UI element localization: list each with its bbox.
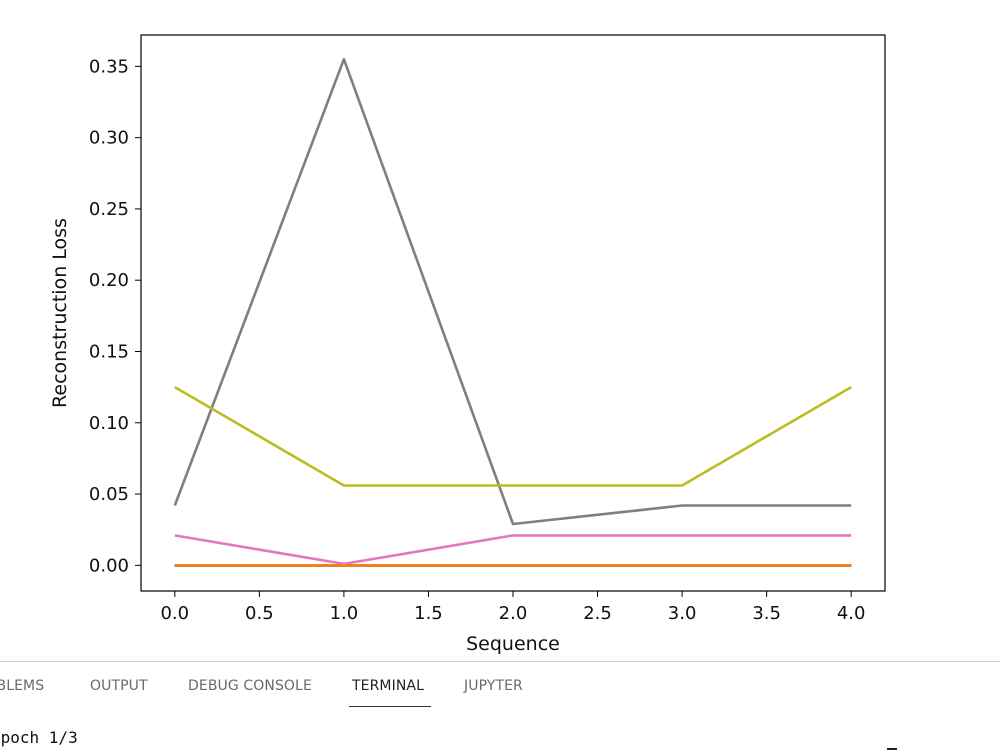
x-tick-label: 3.5: [752, 603, 781, 624]
series-line-7: [174, 385, 852, 487]
x-tick-label: 0.5: [245, 603, 274, 624]
y-tick-label: 0.35: [89, 56, 129, 77]
tab-problems[interactable]: PROBLEMS: [0, 678, 45, 694]
x-tick-label: 1.5: [414, 603, 443, 624]
y-tick-label: 0.00: [89, 555, 129, 576]
line-chart: 0.0 0.5 1.0 1.5 2.0 2.5 3.0 3.5 4.0 0.00 0.05 0.10 0…: [49, 34, 886, 655]
x-tick-label: 2.5: [583, 603, 612, 624]
plot-frame: [140, 34, 886, 592]
x-tick-label: 4.0: [837, 603, 866, 624]
series-line-5: [174, 534, 852, 566]
x-tick-label: 2.0: [499, 603, 528, 624]
tab-debug-console[interactable]: DEBUG CONSOLE: [188, 678, 312, 694]
tab-output[interactable]: OUTPUT: [90, 678, 148, 694]
y-tick-label: 0.25: [89, 199, 129, 220]
tab-terminal[interactable]: TERMINAL: [352, 678, 424, 694]
series-line-6: [173, 57, 852, 526]
y-axis-label: Reconstruction Loss: [49, 218, 71, 408]
terminal-output-line: Epoch 1/3: [0, 728, 78, 747]
x-tick-label: 3.0: [668, 603, 697, 624]
panel-tab-bar: PROBLEMS OUTPUT DEBUG CONSOLE TERMINAL J…: [0, 662, 1000, 712]
terminal[interactable]: Epoch 1/3: [0, 712, 1000, 750]
tab-jupyter[interactable]: JUPYTER: [464, 678, 523, 694]
plot-output: 0.0 0.5 1.0 1.5 2.0 2.5 3.0 3.5 4.0 0.00 0.05 0.10 0…: [49, 34, 886, 655]
x-axis-label: Sequence: [466, 633, 560, 655]
y-tick-label: 0.30: [89, 128, 129, 149]
y-tick-label: 0.20: [89, 270, 129, 291]
y-tick-label: 0.10: [89, 413, 129, 434]
active-tab-indicator: [349, 706, 431, 707]
x-tick-label: 0.0: [160, 603, 189, 624]
x-tick-label: 1.0: [330, 603, 359, 624]
panel-divider: [0, 661, 1000, 662]
y-tick-label: 0.05: [89, 484, 129, 505]
y-tick-label: 0.15: [89, 341, 129, 362]
terminal-cursor: [887, 748, 897, 750]
